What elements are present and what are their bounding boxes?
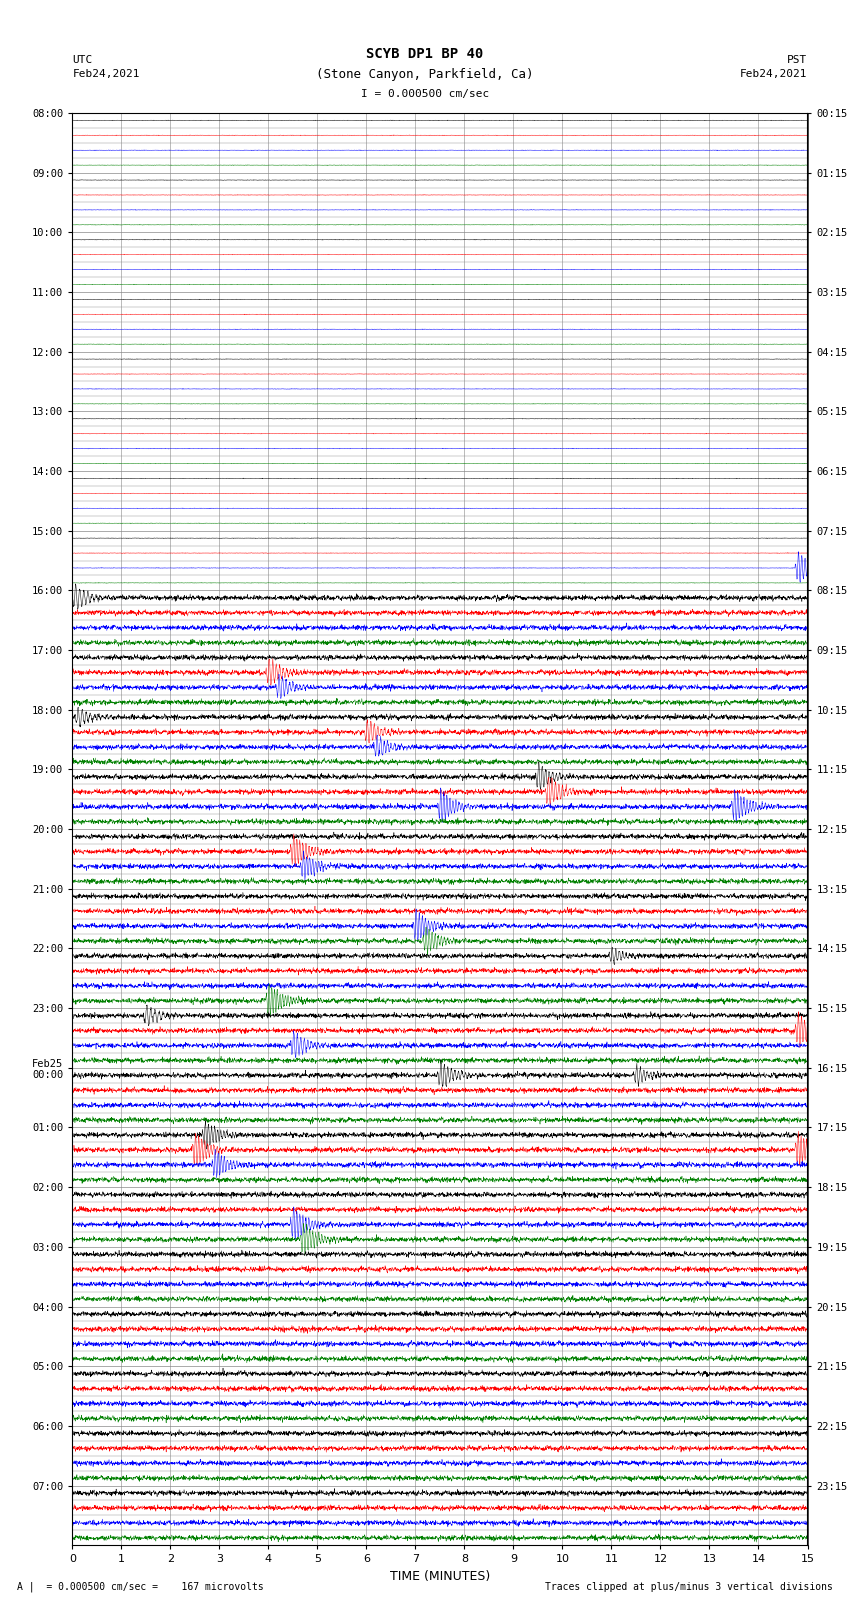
Text: PST: PST	[787, 55, 808, 65]
Text: Feb24,2021: Feb24,2021	[740, 69, 808, 79]
Text: Feb24,2021: Feb24,2021	[72, 69, 139, 79]
Text: A |  = 0.000500 cm/sec =    167 microvolts: A | = 0.000500 cm/sec = 167 microvolts	[17, 1582, 264, 1592]
X-axis label: TIME (MINUTES): TIME (MINUTES)	[390, 1569, 490, 1582]
Text: UTC: UTC	[72, 55, 93, 65]
Text: Traces clipped at plus/minus 3 vertical divisions: Traces clipped at plus/minus 3 vertical …	[545, 1582, 833, 1592]
Text: I = 0.000500 cm/sec: I = 0.000500 cm/sec	[361, 89, 489, 98]
Text: (Stone Canyon, Parkfield, Ca): (Stone Canyon, Parkfield, Ca)	[316, 68, 534, 81]
Text: SCYB DP1 BP 40: SCYB DP1 BP 40	[366, 47, 484, 61]
